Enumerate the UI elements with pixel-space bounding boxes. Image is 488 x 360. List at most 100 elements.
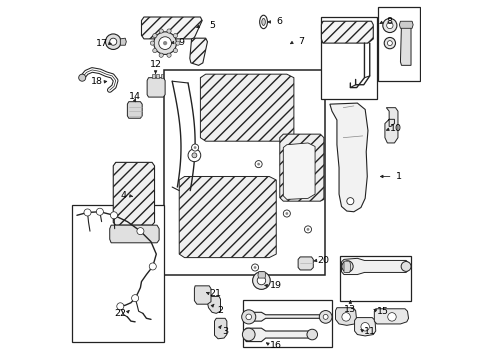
Circle shape bbox=[257, 276, 265, 285]
Circle shape bbox=[188, 149, 201, 162]
Text: 19: 19 bbox=[269, 281, 281, 290]
Circle shape bbox=[137, 228, 143, 235]
Text: 13: 13 bbox=[344, 305, 356, 314]
Circle shape bbox=[386, 22, 392, 29]
Text: 22: 22 bbox=[114, 309, 126, 318]
Circle shape bbox=[117, 303, 123, 310]
Polygon shape bbox=[127, 102, 142, 118]
Circle shape bbox=[306, 329, 317, 340]
Polygon shape bbox=[321, 21, 372, 43]
Circle shape bbox=[152, 49, 157, 53]
Bar bbox=[71, 206, 164, 342]
Polygon shape bbox=[257, 272, 265, 278]
Circle shape bbox=[159, 53, 163, 57]
Text: 12: 12 bbox=[149, 60, 161, 69]
Circle shape bbox=[96, 208, 103, 215]
Text: 18: 18 bbox=[91, 77, 103, 86]
Polygon shape bbox=[374, 309, 407, 324]
Ellipse shape bbox=[259, 15, 267, 29]
Text: 15: 15 bbox=[376, 307, 388, 316]
Polygon shape bbox=[384, 108, 397, 143]
Polygon shape bbox=[298, 257, 313, 270]
Circle shape bbox=[382, 18, 396, 32]
Circle shape bbox=[110, 212, 117, 219]
Text: 17: 17 bbox=[96, 39, 107, 48]
Circle shape bbox=[84, 209, 91, 216]
Text: 1: 1 bbox=[395, 172, 401, 181]
Polygon shape bbox=[400, 23, 410, 66]
Text: 6: 6 bbox=[276, 17, 282, 26]
Bar bbox=[377, 7, 419, 81]
Circle shape bbox=[166, 29, 171, 33]
Polygon shape bbox=[189, 38, 207, 66]
Polygon shape bbox=[109, 225, 159, 243]
Circle shape bbox=[166, 53, 171, 57]
Circle shape bbox=[245, 314, 251, 320]
Text: 14: 14 bbox=[128, 91, 140, 100]
Text: 16: 16 bbox=[270, 341, 282, 350]
Circle shape bbox=[192, 153, 197, 158]
Circle shape bbox=[163, 41, 167, 45]
Bar bbox=[160, 74, 163, 78]
Text: 10: 10 bbox=[389, 124, 402, 133]
Polygon shape bbox=[343, 261, 349, 273]
Polygon shape bbox=[147, 78, 165, 97]
Circle shape bbox=[386, 41, 391, 46]
Circle shape bbox=[306, 228, 309, 231]
Polygon shape bbox=[207, 296, 220, 313]
Circle shape bbox=[159, 37, 171, 49]
Polygon shape bbox=[279, 134, 323, 201]
Bar bbox=[321, 17, 376, 99]
Circle shape bbox=[283, 210, 290, 217]
Circle shape bbox=[255, 161, 262, 168]
Polygon shape bbox=[200, 74, 293, 141]
Circle shape bbox=[360, 323, 368, 331]
Text: 20: 20 bbox=[316, 256, 328, 265]
Circle shape bbox=[175, 41, 180, 45]
Polygon shape bbox=[194, 286, 210, 304]
Text: 3: 3 bbox=[222, 327, 228, 336]
Polygon shape bbox=[244, 328, 313, 342]
Bar bbox=[152, 74, 155, 78]
Text: 7: 7 bbox=[297, 37, 304, 46]
Polygon shape bbox=[244, 312, 329, 321]
Circle shape bbox=[319, 311, 331, 323]
Text: 9: 9 bbox=[178, 38, 183, 47]
Circle shape bbox=[253, 266, 256, 269]
Polygon shape bbox=[214, 318, 226, 339]
Circle shape bbox=[242, 328, 255, 341]
Circle shape bbox=[131, 294, 139, 302]
Circle shape bbox=[191, 144, 198, 151]
Circle shape bbox=[149, 263, 156, 270]
Circle shape bbox=[150, 41, 154, 45]
Circle shape bbox=[173, 33, 177, 38]
Polygon shape bbox=[283, 143, 314, 199]
Circle shape bbox=[341, 261, 352, 272]
Polygon shape bbox=[141, 17, 202, 39]
Polygon shape bbox=[329, 103, 367, 212]
Circle shape bbox=[152, 33, 157, 38]
Circle shape bbox=[285, 212, 287, 215]
Circle shape bbox=[400, 261, 410, 271]
Bar bbox=[242, 300, 331, 347]
Circle shape bbox=[251, 264, 258, 271]
Circle shape bbox=[323, 314, 327, 319]
Text: 4: 4 bbox=[121, 192, 126, 201]
Circle shape bbox=[257, 163, 260, 166]
Circle shape bbox=[105, 34, 121, 49]
Polygon shape bbox=[179, 176, 276, 258]
Circle shape bbox=[252, 272, 270, 289]
Bar bbox=[156, 74, 159, 78]
Circle shape bbox=[173, 49, 177, 53]
Ellipse shape bbox=[261, 18, 265, 26]
Circle shape bbox=[387, 312, 395, 321]
Polygon shape bbox=[354, 318, 375, 336]
Polygon shape bbox=[399, 21, 412, 28]
Circle shape bbox=[346, 198, 353, 205]
Circle shape bbox=[109, 38, 117, 45]
Circle shape bbox=[304, 226, 311, 233]
Text: 2: 2 bbox=[216, 306, 223, 315]
Polygon shape bbox=[120, 38, 126, 45]
Text: 8: 8 bbox=[386, 17, 391, 26]
Circle shape bbox=[159, 29, 163, 33]
